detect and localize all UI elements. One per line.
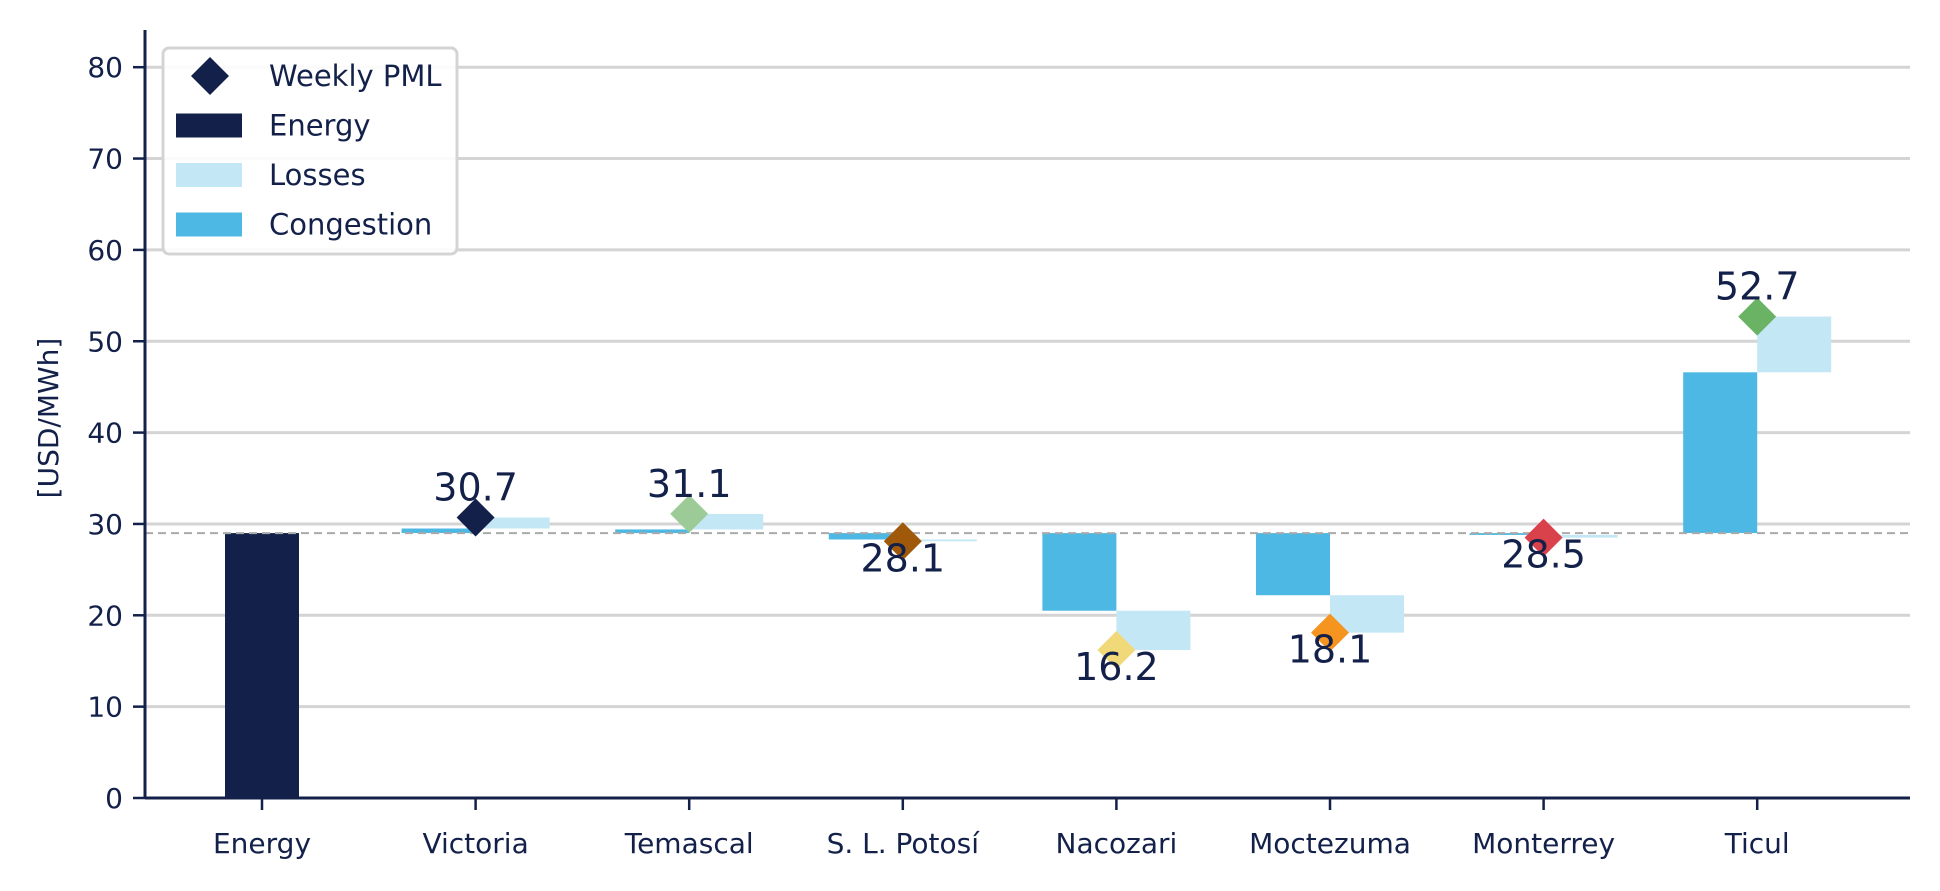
losses-bar [902, 539, 977, 542]
pml-value-label: 28.5 [1501, 533, 1586, 577]
legend-swatch [176, 163, 242, 187]
x-tick-label: Ticul [1724, 827, 1790, 860]
legend-diamond-icon [191, 57, 229, 95]
legend-label: Losses [269, 158, 366, 192]
pml-marker [883, 522, 922, 561]
pml-value-label: 52.7 [1715, 265, 1800, 309]
y-tick-label: 80 [87, 51, 123, 84]
pml-marker [456, 498, 495, 537]
bars [225, 316, 1832, 798]
legend-label: Weekly PML [269, 59, 442, 93]
x-tick-label: Monterrey [1472, 827, 1615, 860]
y-tick-label: 0 [105, 782, 123, 815]
congestion-bar [615, 529, 690, 534]
pml-value-label: 28.1 [860, 536, 945, 580]
congestion-bar [1042, 533, 1117, 611]
congestion-bar [828, 533, 903, 540]
y-tick-label: 30 [87, 508, 123, 541]
pml-value-label: 30.7 [433, 466, 518, 510]
legend-swatch [176, 113, 242, 138]
pml-value-label: 16.2 [1074, 645, 1159, 689]
congestion-bar [401, 528, 476, 534]
pml-marker [1524, 518, 1563, 557]
congestion-bar [1683, 372, 1758, 534]
pml-marker [670, 494, 709, 533]
x-tick-label: Moctezuma [1249, 827, 1411, 860]
y-tick-label: 60 [87, 234, 123, 267]
x-tick-label: S. L. Potosí [827, 827, 981, 860]
losses-bar [1543, 534, 1618, 538]
pml-marker [1311, 613, 1349, 652]
legend-label: Congestion [269, 208, 432, 242]
y-tick-label: 40 [87, 417, 123, 450]
losses-bar [475, 517, 550, 529]
x-tick-label: Victoria [422, 827, 528, 860]
y-tick-label: 20 [87, 599, 123, 632]
x-tick-label: Nacozari [1056, 827, 1178, 860]
y-tick-label: 50 [87, 325, 123, 358]
value-labels: 30.7 31.1 28.1 16.2 18.1 28.5 52.7 [433, 265, 1799, 689]
x-tick-label: Temascal [624, 827, 754, 860]
pml-value-label: 18.1 [1288, 628, 1373, 672]
congestion-bar [1469, 533, 1544, 535]
losses-bar [689, 513, 764, 530]
legend-label: Energy [269, 109, 371, 143]
axes: 0 10 20 30 40 50 60 70 80 Energy Victoria Temascal S… [87, 30, 1910, 860]
energy-bar [225, 533, 299, 798]
pml-value-label: 31.1 [647, 462, 732, 506]
y-tick-label: 10 [87, 691, 123, 724]
legend: Weekly PML Energy Losses Congestion [161, 46, 459, 256]
legend-box [161, 46, 459, 256]
losses-bar [1757, 316, 1832, 373]
legend-swatch [176, 212, 242, 237]
y-axis-label: [USD/MWh] [32, 338, 65, 499]
x-tick-label: Energy [213, 827, 311, 860]
pml-marker [1738, 297, 1777, 336]
pml-markers [456, 297, 1777, 670]
y-tick-label: 70 [87, 143, 123, 176]
pml-marker [1097, 631, 1136, 670]
congestion-bar [1256, 533, 1330, 596]
